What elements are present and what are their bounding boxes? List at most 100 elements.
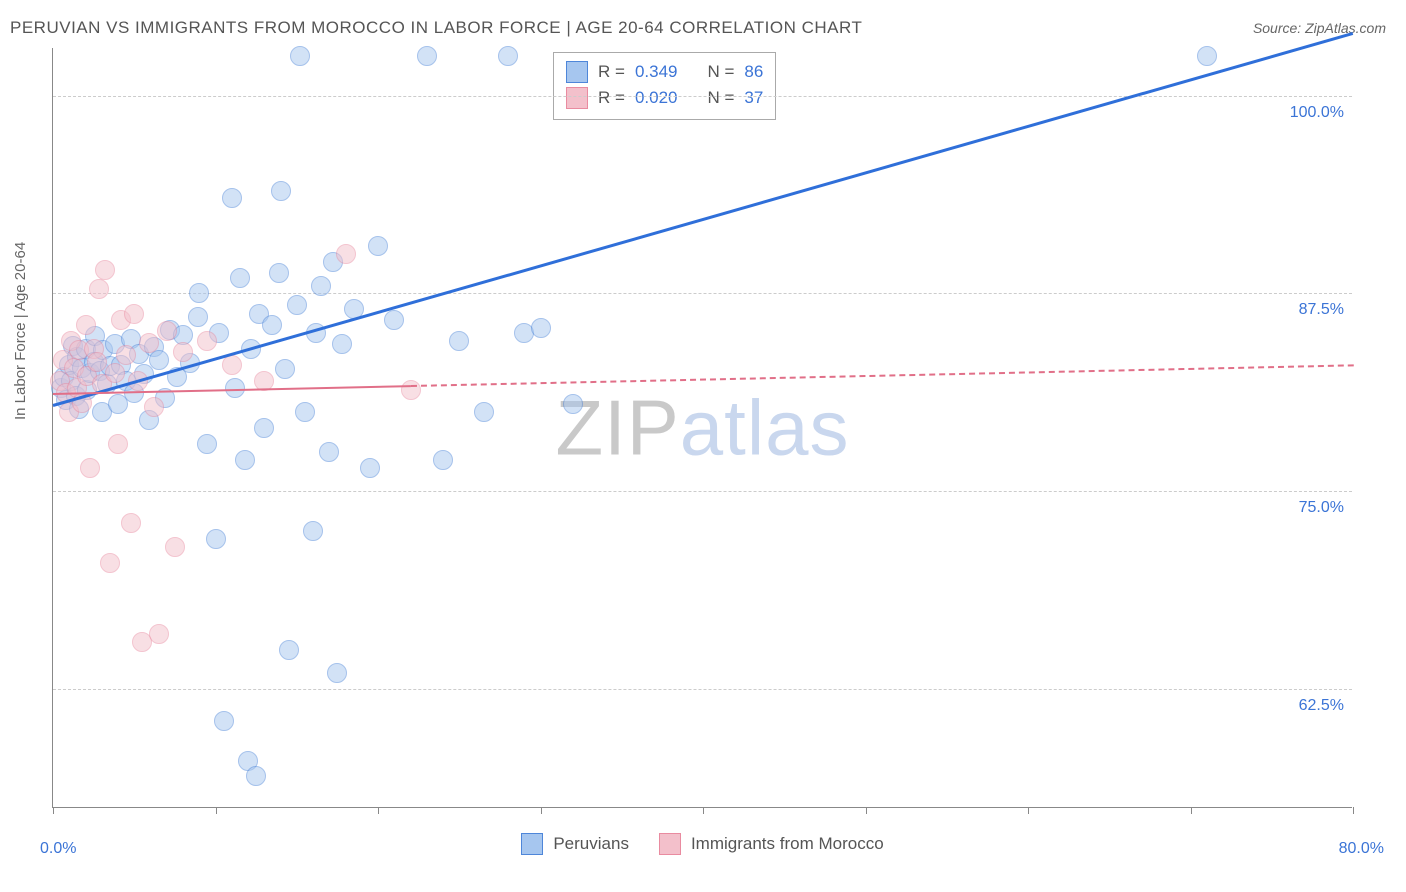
scatter-point (95, 260, 115, 280)
y-tick-label: 87.5% (1299, 301, 1344, 319)
scatter-point (105, 363, 125, 383)
gridline (53, 96, 1352, 97)
x-tick (703, 807, 704, 814)
stats-r-value: 0.349 (635, 59, 678, 85)
scatter-point (275, 359, 295, 379)
x-tick (1353, 807, 1354, 814)
stats-r-label: R = (598, 85, 625, 111)
scatter-point (116, 345, 136, 365)
scatter-point (336, 244, 356, 264)
legend-swatch-morocco (659, 833, 681, 855)
scatter-point (139, 333, 159, 353)
y-tick-label: 75.0% (1299, 499, 1344, 517)
scatter-point (222, 188, 242, 208)
scatter-point (269, 263, 289, 283)
scatter-point (254, 418, 274, 438)
scatter-point (417, 46, 437, 66)
gridline (53, 491, 1352, 492)
x-tick (1028, 807, 1029, 814)
watermark-atlas: atlas (680, 383, 850, 471)
x-axis-max-label: 80.0% (1339, 840, 1384, 858)
series-legend: Peruvians Immigrants from Morocco (53, 833, 1352, 855)
x-tick (541, 807, 542, 814)
scatter-point (368, 236, 388, 256)
scatter-point (157, 321, 177, 341)
scatter-point (214, 711, 234, 731)
scatter-point (290, 46, 310, 66)
gridline (53, 689, 1352, 690)
scatter-point (165, 537, 185, 557)
scatter-point (189, 283, 209, 303)
x-axis-min-label: 0.0% (40, 840, 76, 858)
scatter-point (332, 334, 352, 354)
x-tick (1191, 807, 1192, 814)
chart-title: PERUVIAN VS IMMIGRANTS FROM MOROCCO IN L… (10, 18, 862, 38)
scatter-point (108, 434, 128, 454)
x-tick (866, 807, 867, 814)
scatter-point (319, 442, 339, 462)
stats-n-value: 37 (744, 85, 763, 111)
legend-label-peruvians: Peruvians (553, 834, 629, 854)
stats-n-label: N = (707, 59, 734, 85)
chart-container: PERUVIAN VS IMMIGRANTS FROM MOROCCO IN L… (0, 0, 1406, 892)
y-tick-label: 62.5% (1299, 697, 1344, 715)
stats-swatch (566, 87, 588, 109)
scatter-point (76, 315, 96, 335)
scatter-point (271, 181, 291, 201)
scatter-point (327, 663, 347, 683)
scatter-point (235, 450, 255, 470)
legend-item-morocco: Immigrants from Morocco (659, 833, 884, 855)
stats-r-value: 0.020 (635, 85, 678, 111)
scatter-point (1197, 46, 1217, 66)
stats-r-label: R = (598, 59, 625, 85)
scatter-point (149, 350, 169, 370)
scatter-point (206, 529, 226, 549)
stats-n-value: 86 (744, 59, 763, 85)
scatter-point (279, 640, 299, 660)
scatter-point (100, 553, 120, 573)
scatter-point (246, 766, 266, 786)
plot-area: ZIPatlas R = 0.349N = 86R = 0.020N = 37 … (52, 48, 1352, 808)
scatter-point (531, 318, 551, 338)
source-attribution: Source: ZipAtlas.com (1253, 20, 1386, 36)
scatter-point (287, 295, 307, 315)
y-axis-label: In Labor Force | Age 20-64 (12, 242, 29, 420)
x-tick (216, 807, 217, 814)
watermark: ZIPatlas (555, 382, 849, 473)
scatter-point (498, 46, 518, 66)
scatter-point (401, 380, 421, 400)
stats-n-label: N = (707, 85, 734, 111)
scatter-point (124, 304, 144, 324)
scatter-point (433, 450, 453, 470)
legend-label-morocco: Immigrants from Morocco (691, 834, 884, 854)
scatter-point (474, 402, 494, 422)
scatter-point (80, 458, 100, 478)
scatter-point (149, 624, 169, 644)
legend-swatch-peruvians (521, 833, 543, 855)
scatter-point (121, 513, 141, 533)
stats-swatch (566, 61, 588, 83)
scatter-point (87, 352, 107, 372)
scatter-point (230, 268, 250, 288)
scatter-point (360, 458, 380, 478)
x-tick (53, 807, 54, 814)
stats-row: R = 0.020 N = 37 (566, 85, 763, 111)
gridline (53, 293, 1352, 294)
scatter-point (197, 331, 217, 351)
scatter-point (144, 397, 164, 417)
scatter-point (173, 342, 193, 362)
correlation-stats-box: R = 0.349 N = 86 R = 0.020 N = 37 (553, 52, 776, 120)
scatter-point (188, 307, 208, 327)
scatter-point (295, 402, 315, 422)
scatter-point (449, 331, 469, 351)
x-tick (378, 807, 379, 814)
scatter-point (303, 521, 323, 541)
trend-line (410, 365, 1353, 388)
scatter-point (262, 315, 282, 335)
scatter-point (384, 310, 404, 330)
scatter-point (197, 434, 217, 454)
scatter-point (311, 276, 331, 296)
scatter-point (89, 279, 109, 299)
stats-row: R = 0.349 N = 86 (566, 59, 763, 85)
y-tick-label: 100.0% (1290, 104, 1344, 122)
